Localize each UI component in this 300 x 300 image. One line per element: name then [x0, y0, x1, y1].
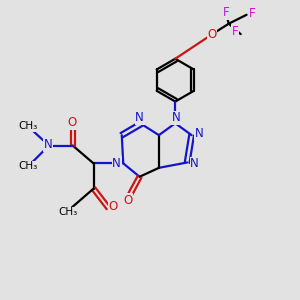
- Text: N: N: [190, 158, 199, 170]
- Text: O: O: [67, 116, 76, 129]
- Text: N: N: [135, 111, 144, 124]
- Text: CH₃: CH₃: [58, 207, 78, 218]
- Text: O: O: [207, 28, 216, 40]
- Text: CH₃: CH₃: [19, 161, 38, 171]
- Text: O: O: [108, 200, 118, 213]
- Text: N: N: [195, 127, 203, 140]
- Text: F: F: [232, 25, 238, 38]
- Text: N: N: [44, 138, 53, 152]
- Text: N: N: [172, 111, 180, 124]
- Text: F: F: [223, 6, 229, 19]
- Text: N: N: [112, 157, 121, 170]
- Text: CH₃: CH₃: [19, 121, 38, 131]
- Text: F: F: [249, 7, 255, 20]
- Text: O: O: [123, 194, 132, 207]
